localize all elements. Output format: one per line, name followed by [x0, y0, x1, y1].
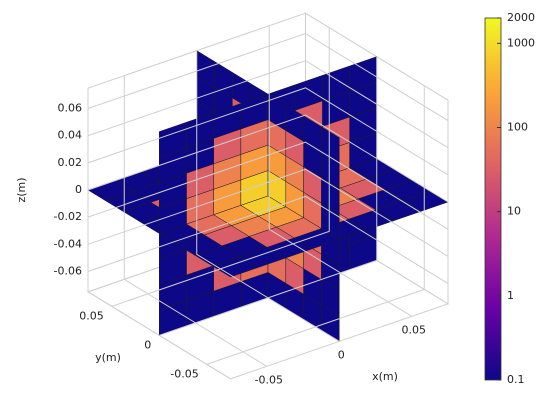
- z-tick-label: -0.06: [54, 264, 82, 277]
- grid-line: [87, 195, 449, 284]
- grid-line: [196, 50, 340, 342]
- y-axis-label: y(m): [95, 351, 121, 364]
- colorbar-tick-label: 1: [507, 289, 514, 302]
- grid-line: [87, 114, 449, 203]
- grid-line: [87, 87, 449, 176]
- grid-line: [123, 75, 268, 367]
- axis-ticks: -0.06 -0.04 -0.02 0 0.02 0.04 0.06 -0.05 0 0.05 -0…: [54, 25, 449, 386]
- z-tick-label: 0.04: [58, 129, 83, 142]
- x-tick-label: 0.05: [402, 323, 427, 336]
- z-tick-label: -0.04: [54, 237, 82, 250]
- grid-line: [159, 56, 378, 336]
- colorbar-tick-label: 0.1: [507, 373, 525, 386]
- x-tick-label: -0.05: [255, 373, 283, 386]
- y-tick-label: -0.05: [170, 367, 198, 380]
- grid-line: [206, 85, 425, 365]
- colorbar-tick-label: 2000: [507, 11, 535, 24]
- x-tick-label: 0: [338, 348, 345, 361]
- y-tick-label: 0.05: [79, 309, 104, 322]
- z-axis-label: z(m): [15, 177, 28, 202]
- z-tick-label: 0: [75, 183, 82, 196]
- z-tick-label: 0.06: [58, 102, 83, 115]
- grid-line: [87, 32, 449, 121]
- grid-line: [268, 25, 413, 317]
- colorbar-tick-label: 10: [507, 205, 521, 218]
- colorbar-tick-label: 1000: [507, 36, 535, 49]
- colorbar-tick-label: 100: [507, 121, 528, 134]
- grid-line: [87, 60, 449, 149]
- grid-line: [87, 141, 449, 230]
- z-tick-label: 0.02: [58, 156, 83, 169]
- colorbar: [484, 17, 502, 381]
- colorbar-ticks: 0.1 1 10 100 1000 2000: [497, 11, 535, 386]
- grid-line: [87, 168, 449, 257]
- grid-line: [111, 27, 330, 307]
- y-tick-label: 0: [144, 338, 151, 351]
- x-axis-label: x(m): [372, 370, 398, 383]
- z-tick-label: -0.02: [54, 210, 82, 223]
